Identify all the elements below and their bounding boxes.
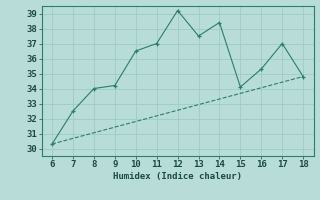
X-axis label: Humidex (Indice chaleur): Humidex (Indice chaleur) xyxy=(113,172,242,181)
